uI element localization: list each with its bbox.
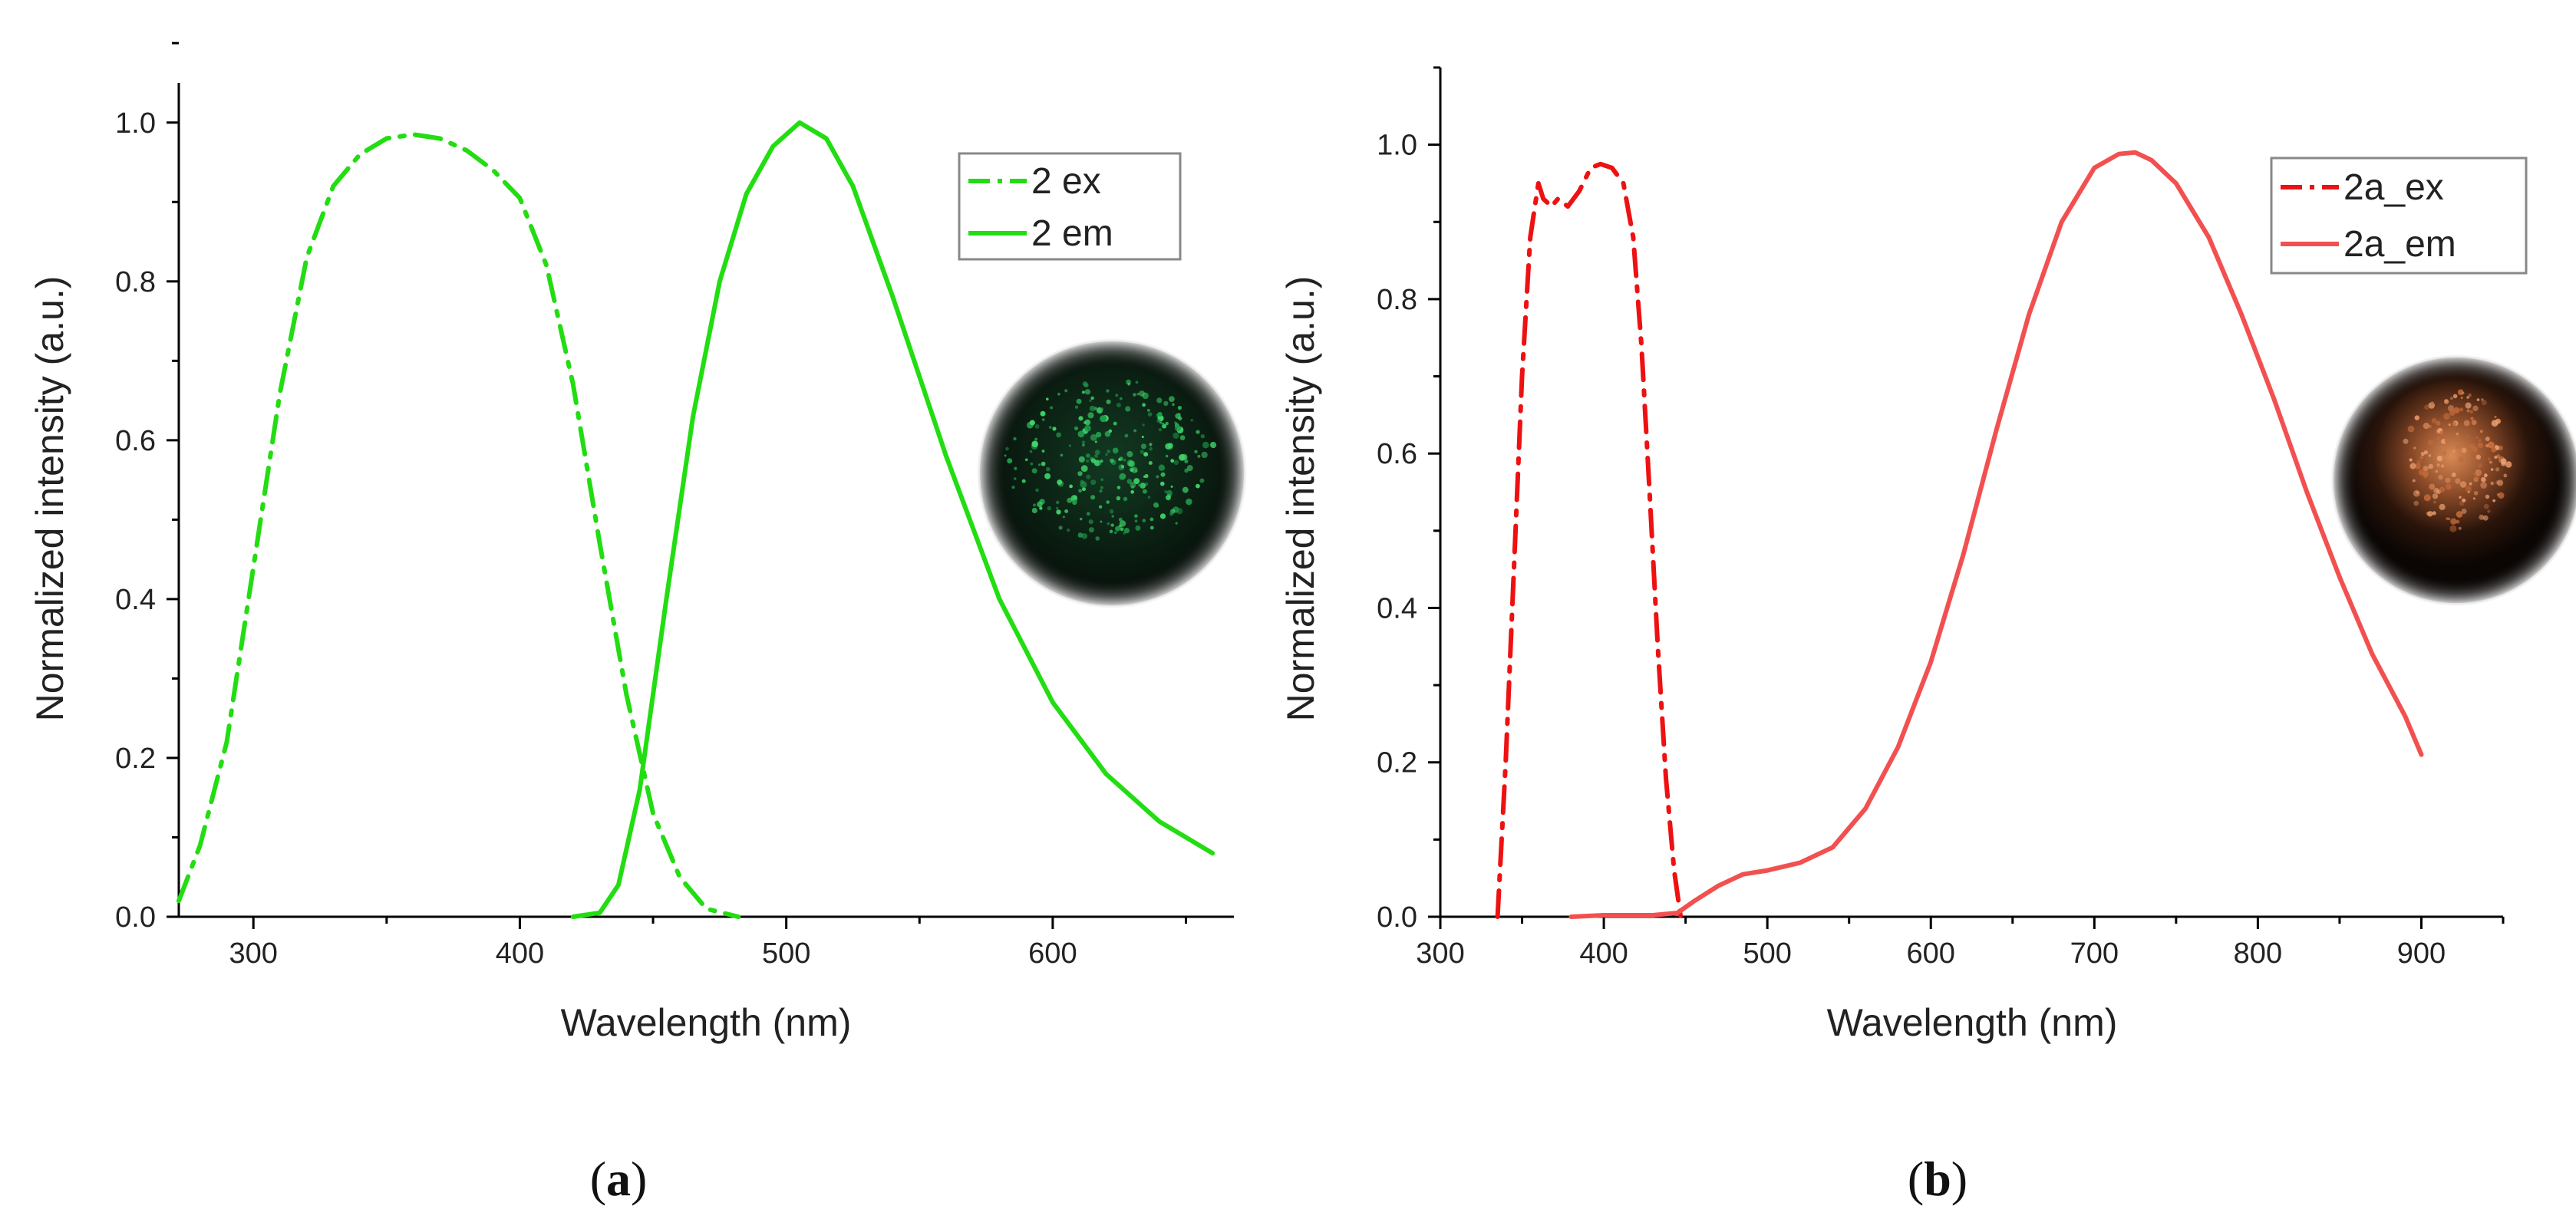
y-tick-label: 0.0 xyxy=(115,901,156,934)
x-axis-title: Wavelength (nm) xyxy=(1827,1001,2118,1044)
y-tick-label: 0.6 xyxy=(115,425,156,457)
x-tick-label: 300 xyxy=(229,937,278,970)
tick-group: 300 400 500 600 700 800 900 0.0 0.2 0.4 0.6 0.8 1.0 xyxy=(1377,66,2505,970)
tick-group: 300 400 500 600 0.0 0.2 0.4 0.6 0.8 1.0 xyxy=(115,41,1187,970)
series-line-2-ex xyxy=(176,132,741,919)
green-luminescent-sample-photo xyxy=(977,338,1247,608)
y-tick-label: 0.0 xyxy=(1377,901,1417,934)
panel-label-b: (b) xyxy=(1908,1152,1967,1206)
legend-label-2-ex: 2 ex xyxy=(1031,161,1101,202)
series-group xyxy=(176,120,1215,919)
sample-photo-vignette xyxy=(2330,354,2576,606)
legend: 2 ex 2 em xyxy=(958,152,1182,261)
x-tick-label: 600 xyxy=(1907,937,1955,970)
legend-box xyxy=(2270,157,2528,275)
x-tick-label: 900 xyxy=(2397,937,2446,970)
panel-a-chart: 300 400 500 600 0.0 0.2 0.4 0.6 0.8 1.0 Wavelengt… xyxy=(28,41,1247,1206)
x-tick-label: 400 xyxy=(496,937,544,970)
y-tick-label: 0.8 xyxy=(115,266,156,298)
y-tick-label: 0.8 xyxy=(1377,284,1417,316)
y-axis-title: Normalized intensity (a.u.) xyxy=(28,276,71,722)
x-tick-label: 400 xyxy=(1579,937,1628,970)
y-tick-label: 0.2 xyxy=(115,743,156,775)
legend-label-2a-em: 2a_em xyxy=(2343,224,2456,265)
x-tick-label: 500 xyxy=(1743,937,1791,970)
y-tick-label: 0.4 xyxy=(1377,592,1417,624)
x-tick-label: 600 xyxy=(1028,937,1077,970)
series-line-2-em xyxy=(570,120,1215,919)
y-axis-title: Normalized intensity (a.u.) xyxy=(1279,276,1322,722)
y-tick-label: 0.4 xyxy=(115,584,156,616)
series-line-2a-em xyxy=(1568,150,2424,919)
panel-label-a: (a) xyxy=(590,1152,648,1206)
y-tick-label: 1.0 xyxy=(115,107,156,140)
x-axis-title: Wavelength (nm) xyxy=(561,1001,852,1044)
x-tick-label: 700 xyxy=(2070,937,2119,970)
y-tick-label: 0.6 xyxy=(1377,438,1417,470)
panel-b-chart: 300 400 500 600 700 800 9000.00.20.40.60.81.0 … xyxy=(1279,66,2576,1206)
y-tick-label: 1.0 xyxy=(1377,130,1417,162)
x-tick-label: 800 xyxy=(2234,937,2282,970)
x-tick-label: 300 xyxy=(1416,937,1464,970)
legend-label-2a-ex: 2a_ex xyxy=(2343,167,2444,208)
legend-box xyxy=(958,152,1182,261)
sample-photo-vignette xyxy=(977,338,1247,608)
y-tick-label: 0.2 xyxy=(1377,747,1417,779)
legend: 2a_ex 2a_em xyxy=(2270,157,2528,275)
orange-luminescent-sample-photo xyxy=(2330,354,2576,606)
x-tick-label: 500 xyxy=(762,937,810,970)
series-group xyxy=(1495,150,2424,919)
series-line-2a-ex xyxy=(1495,161,1684,919)
legend-label-2-em: 2 em xyxy=(1031,213,1113,254)
